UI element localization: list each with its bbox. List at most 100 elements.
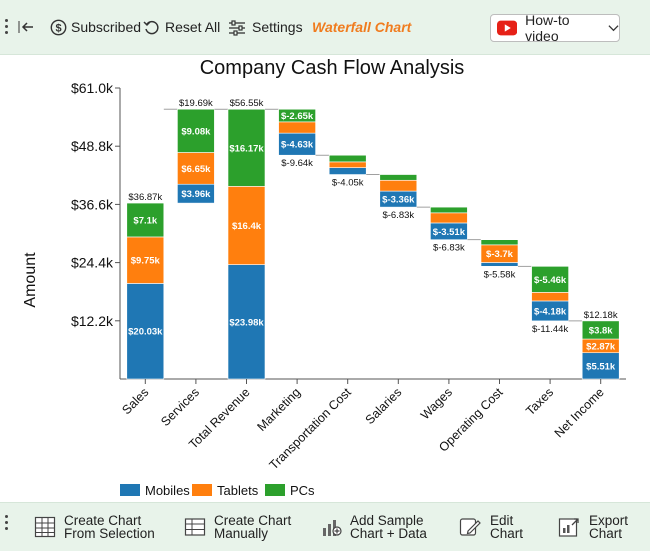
bar-segment-tablets [328,161,367,168]
x-tick-label: Wages [418,385,455,422]
bar-segment-pcs [126,202,165,238]
y-tick-label: $48.8k [71,138,114,154]
table-edit-icon [184,518,206,536]
create-from-selection-line2: From Selection [64,526,155,541]
legend-swatch-mobiles [120,484,140,496]
segment-data-label: $-3.51k [433,227,466,238]
bar-segment-tablets [531,292,569,302]
legend-label: Tablets [217,483,259,498]
reset-all-button[interactable]: Reset All [143,0,220,54]
segment-data-label: $16.4k [232,221,262,232]
chart-title: Company Cash Flow Analysis [200,57,465,79]
segment-data-label: $16.17k [229,143,264,154]
export-chart-line1: Export [589,513,629,528]
bar-total-label: $-5.58k [484,269,516,280]
export-chart-icon [558,518,579,537]
y-tick-label: $36.6k [71,196,114,212]
export-chart-button[interactable]: Export Chart [558,503,628,551]
subscribed-label: Subscribed [71,19,142,35]
bar-segment-tablets [227,186,266,265]
legend-swatch-tablets [192,484,212,496]
segment-data-label: $9.08k [181,126,211,137]
bar-segment-pcs [328,154,367,163]
edit-chart-button[interactable]: Edit Chart [459,503,523,551]
bar-total-label: $56.55k [230,98,264,109]
edit-chart-line1: Edit [490,513,514,528]
howto-video-label: How-to video [525,12,570,44]
add-sample-line2: Chart + Data [350,526,427,541]
chart-legend: Mobiles Tablets PCs [120,483,315,498]
segment-data-label: $3.96k [181,189,211,200]
bar-segment-mobiles [480,262,519,267]
bar-segment-mobiles [126,283,165,380]
chevron-down-icon [608,25,619,32]
segment-data-label: $-3.7k [486,249,514,260]
add-sample-line1: Add Sample [350,513,424,528]
back-button[interactable] [18,0,36,54]
legend-label: PCs [290,483,315,498]
x-tick-label: Sales [119,385,151,417]
segment-data-label: $6.65k [181,164,211,175]
bar-segment-pcs [379,174,418,181]
y-tick-label: $12.2k [71,313,114,329]
reset-all-label: Reset All [165,19,221,35]
bar-segment-mobiles [328,167,367,175]
segment-data-label: $2.87k [586,341,616,352]
add-sample-chart-button[interactable]: Add Sample Chart + Data [320,503,427,551]
dollar-icon: $ [50,19,67,35]
bar-segment-pcs [480,239,519,246]
segment-data-label: $7.1k [133,215,157,226]
y-tick-label: $61.0k [71,80,114,96]
table-select-icon [34,516,56,538]
bar-total-label: $19.69k [179,98,213,109]
bar-segment-tablets [177,152,215,185]
x-tick-label: Services [158,385,202,429]
bar-total-label: $-11.44k [532,324,569,335]
howto-video-button[interactable]: How-to video [490,12,620,44]
bar-segment-pcs [581,320,620,340]
bar-segment-pcs [531,266,569,293]
segment-data-label: $5.51k [586,361,616,372]
segment-data-label: $-4.18k [534,306,567,317]
settings-button[interactable]: Settings [228,0,303,54]
legend-swatch-pcs [265,484,285,496]
x-tick-label: Marketing [255,385,304,434]
x-tick-label: Net Income [552,385,607,440]
segment-data-label: $9.75k [131,256,161,267]
bar-total-label: $-6.83k [382,210,414,221]
bar-segment-pcs [430,206,468,214]
svg-text:$: $ [55,22,61,34]
bar-total-label: $-9.64k [281,158,313,169]
segment-data-label: $20.03k [128,327,163,338]
drag-handle-icon[interactable] [5,19,9,37]
reset-icon [143,20,159,34]
create-from-selection-line1: Create Chart [64,513,142,528]
waterfall-chart: Company Cash Flow Analysis Amount $12.2k… [22,57,626,498]
x-tick-label: Salaries [363,385,405,427]
create-chart-manually-button[interactable]: Create Chart Manually [184,503,291,551]
create-chart-from-selection-button[interactable]: Create Chart From Selection [34,503,155,551]
drag-handle-icon[interactable] [5,515,9,533]
legend-label: Mobiles [145,483,190,498]
edit-chart-icon [459,518,481,536]
export-chart-line2: Chart [589,526,623,541]
bottom-toolbar: Create Chart From Selection Create Chart… [0,502,650,551]
bar-segment-mobiles [581,352,620,380]
bar-total-label: $-4.05k [332,178,364,189]
y-axis-label: Amount [22,252,39,308]
youtube-icon [497,20,518,36]
bar-segment-tablets [278,121,316,134]
sample-data-icon [323,520,342,536]
plot-area: $12.2k $24.4k $36.6k $48.8k $61.0k $20.03k $9.… [71,80,626,472]
segment-data-label: $23.98k [229,317,264,328]
subscribed-button[interactable]: $ Subscribed [50,0,141,54]
back-arrow-icon [18,21,33,33]
segment-data-label: $-5.46k [534,275,567,286]
x-tick-label: Taxes [523,385,556,418]
create-manually-line1: Create Chart [214,513,292,528]
bar-segment-tablets [430,212,468,224]
segment-data-label: $-2.65k [281,111,314,122]
bar-total-label: $36.87k [128,192,162,203]
bar-total-label: $12.18k [584,310,618,321]
edit-chart-line2: Chart [490,526,524,541]
